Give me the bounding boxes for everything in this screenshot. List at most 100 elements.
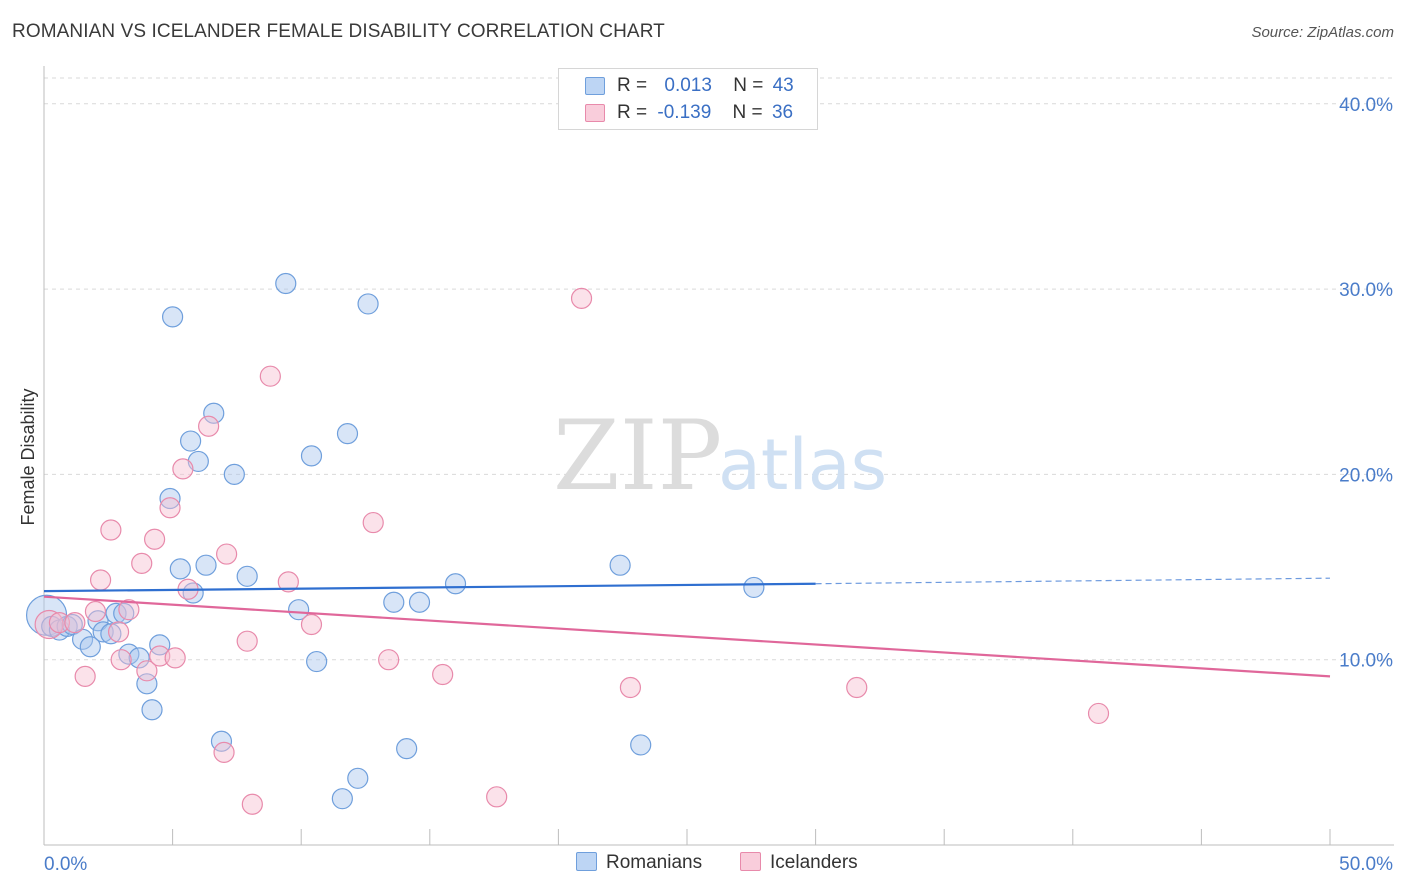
- icelanders-point: [432, 663, 454, 686]
- romanians-point: [288, 599, 310, 621]
- icelanders-point: [259, 365, 281, 387]
- legend-label-romanians: Romanians: [606, 852, 703, 873]
- romanians-point: [159, 487, 181, 510]
- romanians-point: [336, 423, 359, 445]
- y-tick-label: 10.0%: [1339, 651, 1393, 672]
- icelanders-point: [164, 647, 186, 669]
- x-tick-label-max: 50.0%: [1339, 854, 1393, 875]
- icelanders-point: [74, 665, 96, 687]
- romanians-point: [136, 673, 158, 695]
- y-tick-label: 40.0%: [1339, 95, 1393, 116]
- x-tick-label-min: 0.0%: [44, 854, 87, 875]
- legend-item-romanians: Romanians: [576, 852, 702, 874]
- romanians-point: [357, 293, 379, 315]
- n-label: N =: [732, 102, 763, 123]
- romanians-point: [223, 463, 245, 485]
- romanians-point: [100, 623, 122, 645]
- icelanders-point: [846, 676, 868, 699]
- r-value: -0.139: [657, 102, 712, 123]
- icelanders-point: [118, 599, 140, 621]
- y-tick-label: 30.0%: [1339, 280, 1393, 301]
- watermark-zip: ZIP: [553, 400, 722, 512]
- romanians-swatch: [585, 77, 605, 95]
- icelanders-point: [486, 786, 508, 808]
- icelanders-point: [136, 660, 158, 682]
- icelanders-point: [84, 600, 107, 623]
- romanians-point: [149, 634, 171, 656]
- romanians-point: [141, 699, 163, 721]
- icelanders-point: [619, 676, 642, 699]
- trend-lines: [43, 577, 1331, 678]
- romanians-point: [300, 445, 323, 467]
- icelanders-point: [143, 528, 166, 550]
- icelanders-point: [362, 511, 384, 534]
- r-value: 0.013: [664, 75, 712, 96]
- romanians-point: [331, 788, 353, 810]
- icelanders-point: [213, 741, 235, 763]
- romanians-swatch: [576, 852, 597, 871]
- correlation-legend: R = 0.013 N = 43 R = -0.139 N = 36: [558, 68, 818, 130]
- icelanders-point: [149, 645, 171, 667]
- romanians-point: [444, 573, 467, 595]
- romanians-point: [162, 306, 184, 328]
- icelanders-point: [48, 612, 71, 634]
- icelanders-point: [277, 571, 299, 593]
- romanians-point: [187, 450, 209, 473]
- icelanders-point: [378, 649, 400, 671]
- romanians-point: [609, 554, 631, 576]
- romanians-point: [92, 621, 114, 643]
- romanians-point: [383, 591, 405, 613]
- icelanders-point: [64, 612, 86, 634]
- r-label: R =: [617, 102, 648, 123]
- romanians-point: [275, 272, 297, 295]
- watermark-atlas: atlas: [718, 424, 887, 506]
- romanians-point: [195, 554, 217, 576]
- romanians-point: [630, 734, 652, 756]
- romanians-point: [396, 738, 418, 760]
- icelanders-point: [216, 543, 238, 565]
- tick-labels: 10.0% 20.0% 30.0% 40.0% 0.0% 50.0%: [44, 95, 1393, 875]
- romanians-point: [169, 558, 191, 580]
- series-legend: Romanians Icelanders: [0, 852, 1406, 876]
- y-axis-label: Female Disability: [18, 388, 38, 525]
- data-points: [25, 272, 1110, 815]
- icelanders-point: [300, 613, 323, 636]
- n-value: 43: [772, 75, 794, 96]
- icelanders-swatch: [740, 852, 761, 871]
- icelanders-swatch: [585, 104, 605, 122]
- r-label: R =: [617, 75, 648, 96]
- icelanders-point: [236, 630, 258, 652]
- icelanders-point: [198, 415, 220, 437]
- romanians-point: [180, 430, 202, 452]
- icelanders-trend-line: [43, 595, 1331, 678]
- romanians-point: [236, 565, 258, 587]
- icelanders-point: [570, 287, 593, 309]
- icelanders-point: [241, 793, 263, 815]
- romanians-point: [203, 402, 225, 424]
- romanians-point: [105, 602, 127, 624]
- axes: [43, 66, 1394, 846]
- icelanders-point: [89, 569, 112, 591]
- icelanders-point: [131, 552, 153, 574]
- icelanders-point: [100, 519, 122, 541]
- icelanders-point: [110, 649, 132, 671]
- romanians-point: [743, 576, 765, 599]
- icelanders-point: [159, 497, 181, 519]
- romanians-point: [306, 650, 328, 673]
- romanians-point: [128, 647, 150, 669]
- n-label: N =: [733, 75, 764, 96]
- romanians-point: [408, 591, 431, 613]
- source-credit: Source: ZipAtlas.com: [1251, 24, 1394, 41]
- legend-label-icelanders: Icelanders: [770, 852, 858, 873]
- icelanders-point: [172, 458, 194, 480]
- chart-title: ROMANIAN VS ICELANDER FEMALE DISABILITY …: [12, 21, 665, 42]
- romanians-point: [347, 767, 369, 789]
- icelanders-point: [107, 621, 130, 643]
- romanians-trend-extension: [815, 577, 1331, 585]
- icelanders-point: [1087, 702, 1110, 725]
- romanians-point: [79, 636, 101, 658]
- n-value: 36: [771, 102, 794, 123]
- romanians-trend-line: [43, 582, 816, 593]
- y-tick-label: 20.0%: [1339, 465, 1393, 486]
